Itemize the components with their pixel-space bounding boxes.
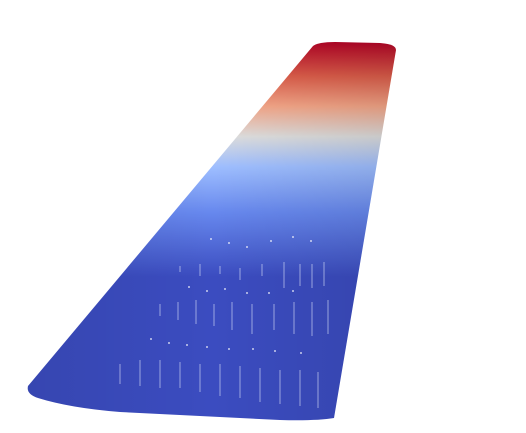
mesh-artifacts [119,262,329,408]
mesh-speckles [150,236,312,354]
wing-shading [27,42,396,421]
